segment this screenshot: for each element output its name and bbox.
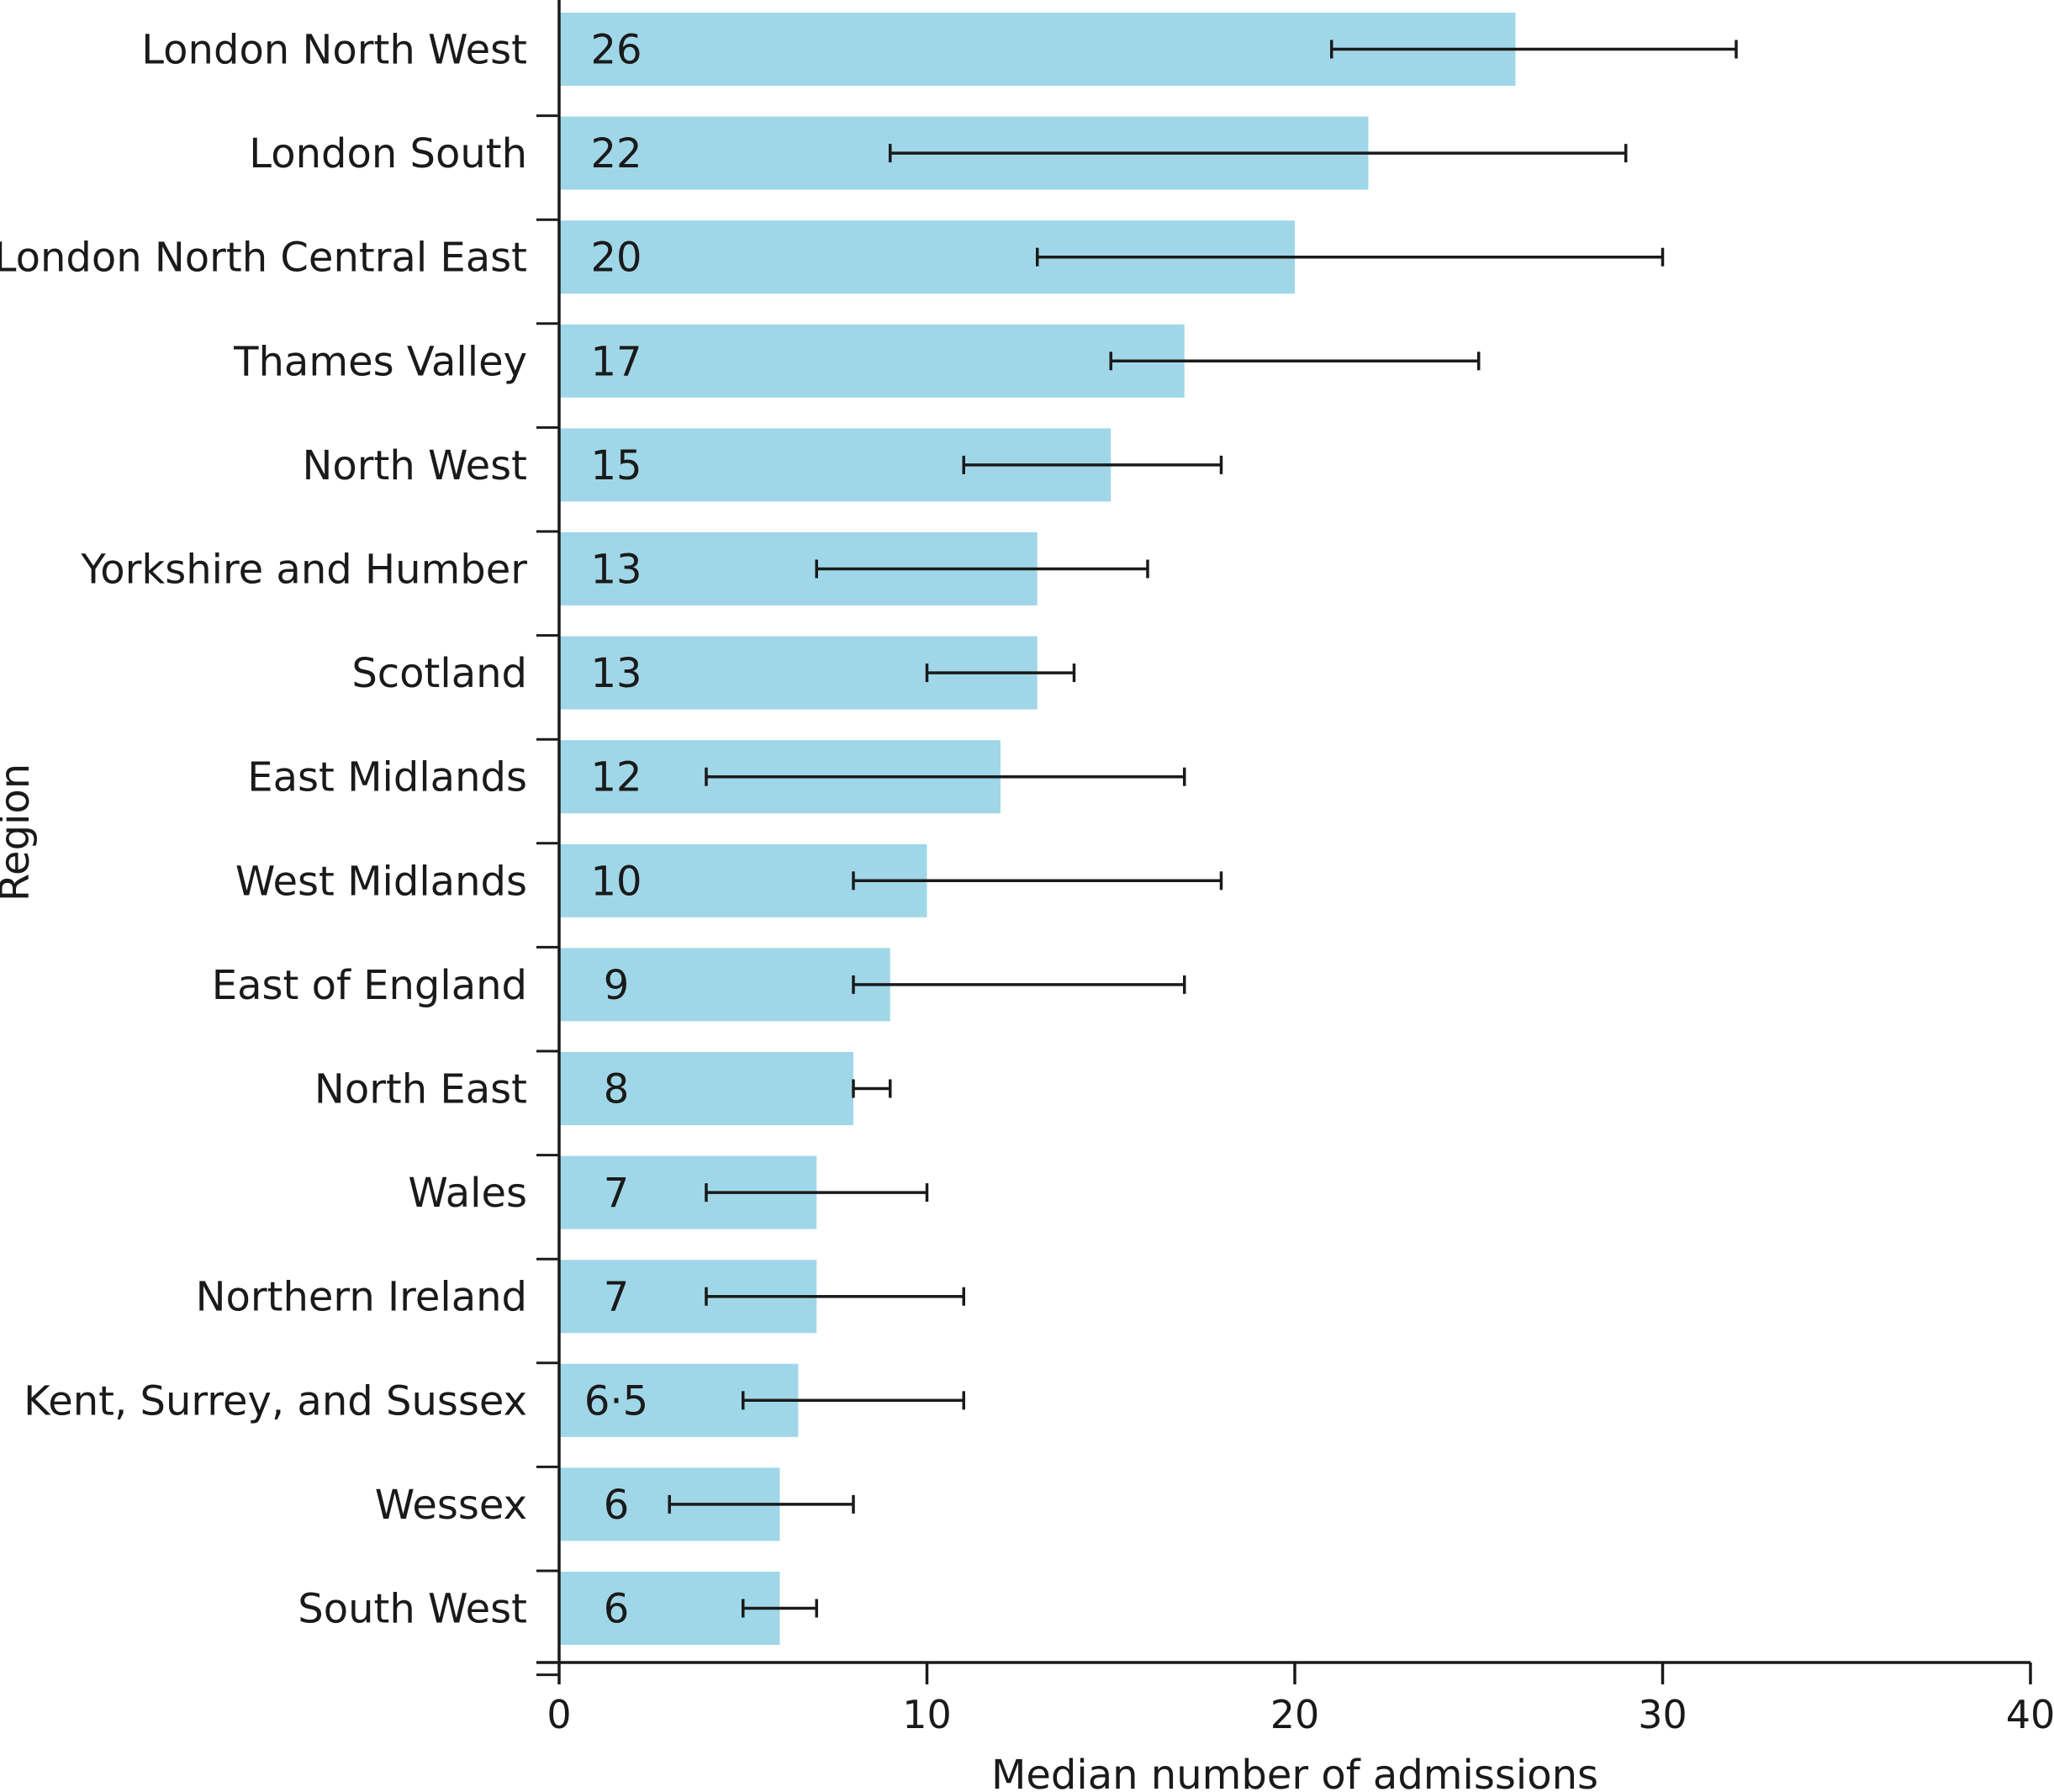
- category-label: Thames Valley: [233, 338, 527, 385]
- bars-layer: [559, 13, 1516, 1645]
- category-label: East of England: [212, 962, 527, 1009]
- value-label: 13: [590, 547, 642, 594]
- value-label: 26: [590, 27, 642, 74]
- error-bar: [705, 1287, 965, 1306]
- error-bars-layer: [668, 40, 1738, 1618]
- labels-layer: 26 London North West 22 London South 20 Londo…: [0, 27, 2054, 1738]
- error-bar: [668, 1494, 855, 1514]
- value-label: 22: [590, 130, 642, 177]
- category-label: West Midlands: [235, 858, 527, 905]
- error-bar: [815, 559, 1149, 579]
- x-tick-label: 20: [1270, 1692, 1320, 1737]
- category-label: London North Central East: [0, 235, 527, 282]
- category-label: Scotland: [351, 650, 527, 697]
- error-bar: [742, 1391, 965, 1410]
- x-tick-label: 40: [2006, 1692, 2054, 1737]
- error-bar: [852, 871, 1223, 891]
- category-label: Wessex: [375, 1482, 527, 1529]
- category-label: South West: [298, 1586, 527, 1633]
- error-bar: [852, 975, 1186, 994]
- error-bar: [705, 767, 1186, 786]
- y-axis-title: Region: [0, 764, 39, 901]
- axes-layer: [536, 0, 2032, 1684]
- category-label: Northern Ireland: [196, 1274, 527, 1321]
- x-tick-label: 10: [902, 1692, 952, 1737]
- error-bar: [1036, 247, 1665, 267]
- value-label: 9: [604, 962, 630, 1009]
- error-bar: [705, 1183, 929, 1203]
- bar: [559, 948, 890, 1022]
- x-tick-label: 0: [547, 1692, 571, 1737]
- error-bar: [889, 144, 1628, 163]
- value-label: 20: [590, 235, 642, 282]
- category-label: Yorkshire and Humber: [80, 547, 527, 594]
- x-tick-label: 30: [1638, 1692, 1687, 1737]
- value-label: 15: [590, 442, 642, 489]
- value-label: 10: [590, 858, 642, 905]
- bar: [559, 324, 1185, 398]
- value-label: 8: [604, 1066, 630, 1113]
- value-label: 17: [590, 338, 642, 385]
- bar: [559, 1052, 853, 1125]
- error-bar: [742, 1599, 818, 1618]
- value-label: 6: [604, 1482, 630, 1529]
- category-label: Wales: [408, 1170, 527, 1217]
- value-label: 6·5: [584, 1377, 648, 1425]
- error-bar: [1330, 40, 1738, 59]
- x-axis-title: Median number of admissions: [991, 1752, 1598, 1792]
- error-bar: [925, 663, 1076, 683]
- value-label: 13: [590, 650, 642, 697]
- category-label: Kent, Surrey, and Sussex: [24, 1377, 527, 1425]
- value-label: 7: [604, 1170, 630, 1217]
- error-bar: [1109, 352, 1481, 371]
- category-label: East Midlands: [247, 754, 527, 801]
- error-bar: [852, 1079, 892, 1098]
- value-label: 6: [604, 1586, 630, 1633]
- value-label: 7: [604, 1274, 630, 1321]
- category-label: North East: [314, 1066, 527, 1113]
- error-bar: [962, 455, 1223, 474]
- category-label: London North West: [141, 27, 527, 74]
- category-label: North West: [302, 442, 527, 489]
- value-label: 12: [590, 754, 642, 801]
- category-label: London South: [249, 130, 527, 177]
